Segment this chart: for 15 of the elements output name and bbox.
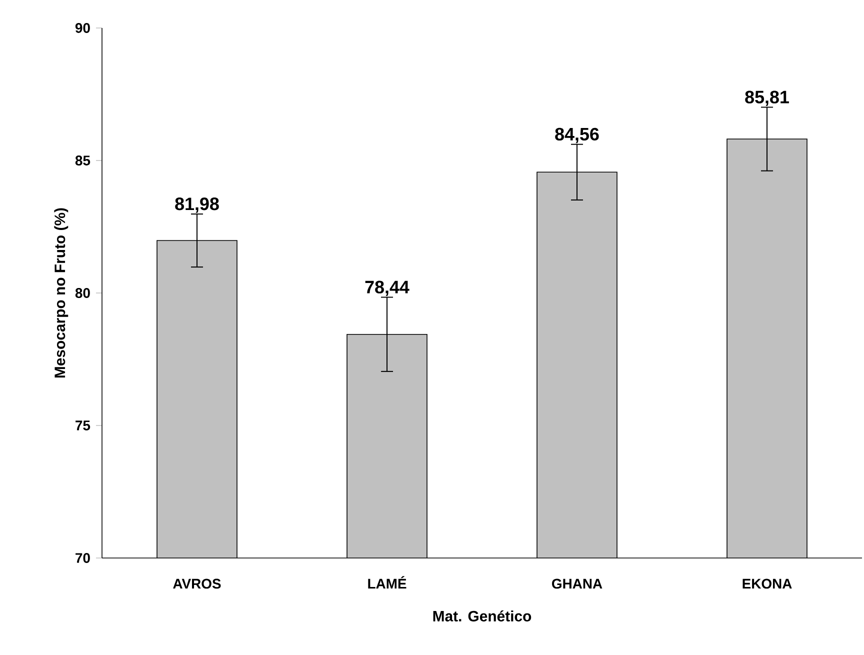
y-tick-label: 85 bbox=[75, 156, 90, 166]
x-tick-label: LAMÉ bbox=[368, 576, 406, 589]
y-tick-label: 75 bbox=[76, 420, 90, 430]
data-label: 85,81 bbox=[745, 90, 789, 106]
y-tick-label: 80 bbox=[75, 288, 90, 298]
x-tick-label: EKONA bbox=[742, 578, 792, 589]
x-tick-label: AVROS bbox=[173, 578, 221, 589]
data-label: 78,44 bbox=[365, 280, 410, 296]
y-tick-label: 90 bbox=[75, 23, 90, 33]
y-axis-title: Mesocarpo no Fruto (%) bbox=[54, 208, 68, 378]
data-label: 81,98 bbox=[175, 198, 219, 213]
data-label: 84,56 bbox=[555, 128, 599, 144]
y-tick-label: 70 bbox=[76, 553, 90, 563]
x-tick-label: GHANA bbox=[552, 578, 602, 589]
x-axis-title: Mat. Genético bbox=[433, 610, 532, 622]
